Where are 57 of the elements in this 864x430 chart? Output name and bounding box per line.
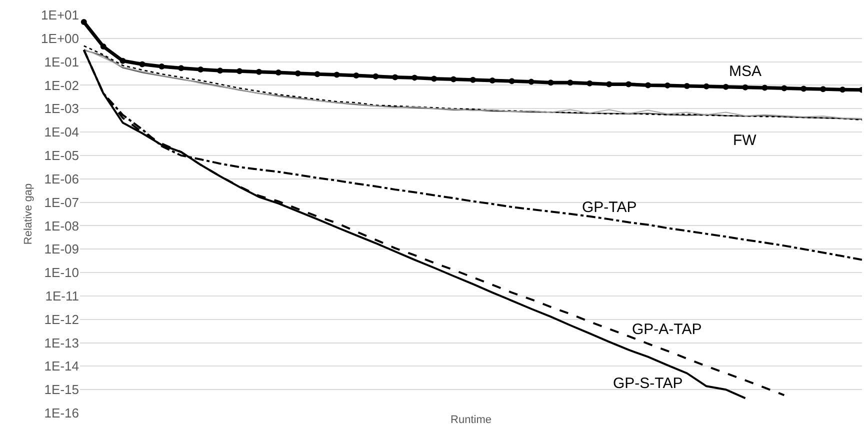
point	[820, 86, 826, 92]
y-tick-label: 1E-14	[44, 358, 79, 374]
point	[762, 84, 768, 91]
point	[722, 84, 729, 90]
point	[645, 82, 652, 88]
y-tick-label: 1E-07	[44, 194, 79, 210]
series-label: GP-A-TAP	[632, 321, 702, 338]
y-tick-label: 1E-13	[44, 335, 79, 350]
point	[840, 86, 846, 93]
point	[528, 78, 534, 85]
y-tick-label: 1E+01	[41, 8, 79, 23]
y-tick-label: 1E-08	[44, 218, 79, 234]
x-axis-title: Runtime	[450, 414, 492, 426]
point	[100, 44, 106, 50]
point	[294, 70, 301, 76]
point	[703, 83, 710, 90]
point	[781, 85, 788, 92]
series-label: MSA	[729, 63, 762, 80]
y-tick-label: 1E-10	[44, 265, 79, 280]
point	[198, 66, 204, 72]
point	[586, 80, 593, 86]
point	[548, 80, 554, 86]
point	[450, 76, 456, 82]
point	[178, 65, 184, 72]
y-tick-label: 1E-15	[44, 382, 79, 398]
point	[800, 86, 807, 92]
y-tick-label: 1E+00	[41, 30, 79, 46]
y-tick-label: 1E-16	[44, 406, 79, 421]
series-label: GP-S-TAP	[613, 375, 683, 392]
y-axis-title: Relative gap	[22, 183, 35, 245]
point	[431, 76, 438, 82]
point	[314, 71, 320, 78]
point	[742, 84, 748, 90]
y-tick-label: 1E-02	[44, 78, 79, 93]
y-tick-label: 1E-03	[44, 101, 79, 116]
point	[139, 61, 146, 68]
y-tick-label: 1E-06	[44, 171, 79, 186]
y-tick-label: 1E-04	[44, 124, 79, 140]
point	[372, 73, 379, 80]
point	[158, 64, 165, 70]
point	[353, 72, 360, 79]
point	[606, 81, 612, 88]
point	[80, 19, 87, 26]
y-tick-label: 1E-12	[44, 312, 79, 327]
y-tick-label: 1E-05	[44, 148, 79, 164]
point	[392, 74, 398, 80]
series-label: GP-TAP	[582, 199, 637, 216]
point	[567, 80, 574, 86]
y-tick-label: 1E-11	[45, 288, 79, 304]
point	[334, 72, 340, 78]
point	[508, 78, 515, 84]
y-tick-label: 1E-01	[44, 54, 79, 70]
point	[412, 74, 418, 81]
series-label: FW	[733, 132, 758, 149]
point	[120, 58, 126, 64]
point	[626, 81, 632, 88]
y-tick-label: 1E-09	[44, 242, 79, 257]
